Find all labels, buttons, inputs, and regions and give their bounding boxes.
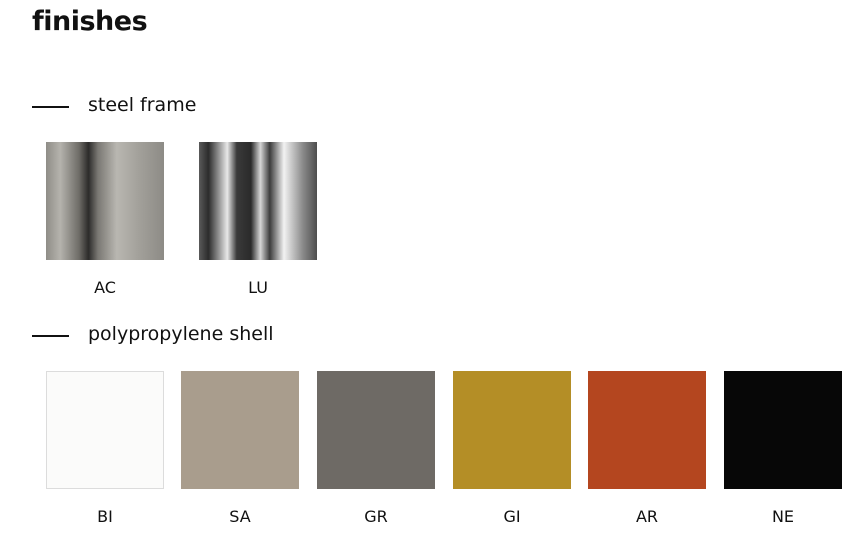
color-swatch[interactable] [724, 371, 842, 489]
color-swatch[interactable] [317, 371, 435, 489]
swatch-code: NE [771, 507, 795, 526]
swatch-code: BI [97, 507, 113, 526]
swatch-code: AR [635, 507, 659, 526]
color-swatch[interactable] [453, 371, 571, 489]
color-swatch[interactable] [181, 371, 299, 489]
page-title: finishes [32, 6, 148, 37]
swatch-code: SA [229, 507, 251, 526]
color-swatch[interactable] [46, 142, 164, 260]
color-swatch[interactable] [199, 142, 317, 260]
section-label: polypropylene shell [88, 323, 274, 345]
swatch-code: AC [94, 278, 116, 297]
swatch-code: LU [248, 278, 268, 297]
color-swatch[interactable] [46, 371, 164, 489]
swatch-code: GR [364, 507, 388, 526]
section-rule [32, 335, 69, 337]
section-label: steel frame [88, 94, 197, 116]
section-rule [32, 106, 69, 108]
color-swatch[interactable] [588, 371, 706, 489]
swatch-code: GI [503, 507, 521, 526]
